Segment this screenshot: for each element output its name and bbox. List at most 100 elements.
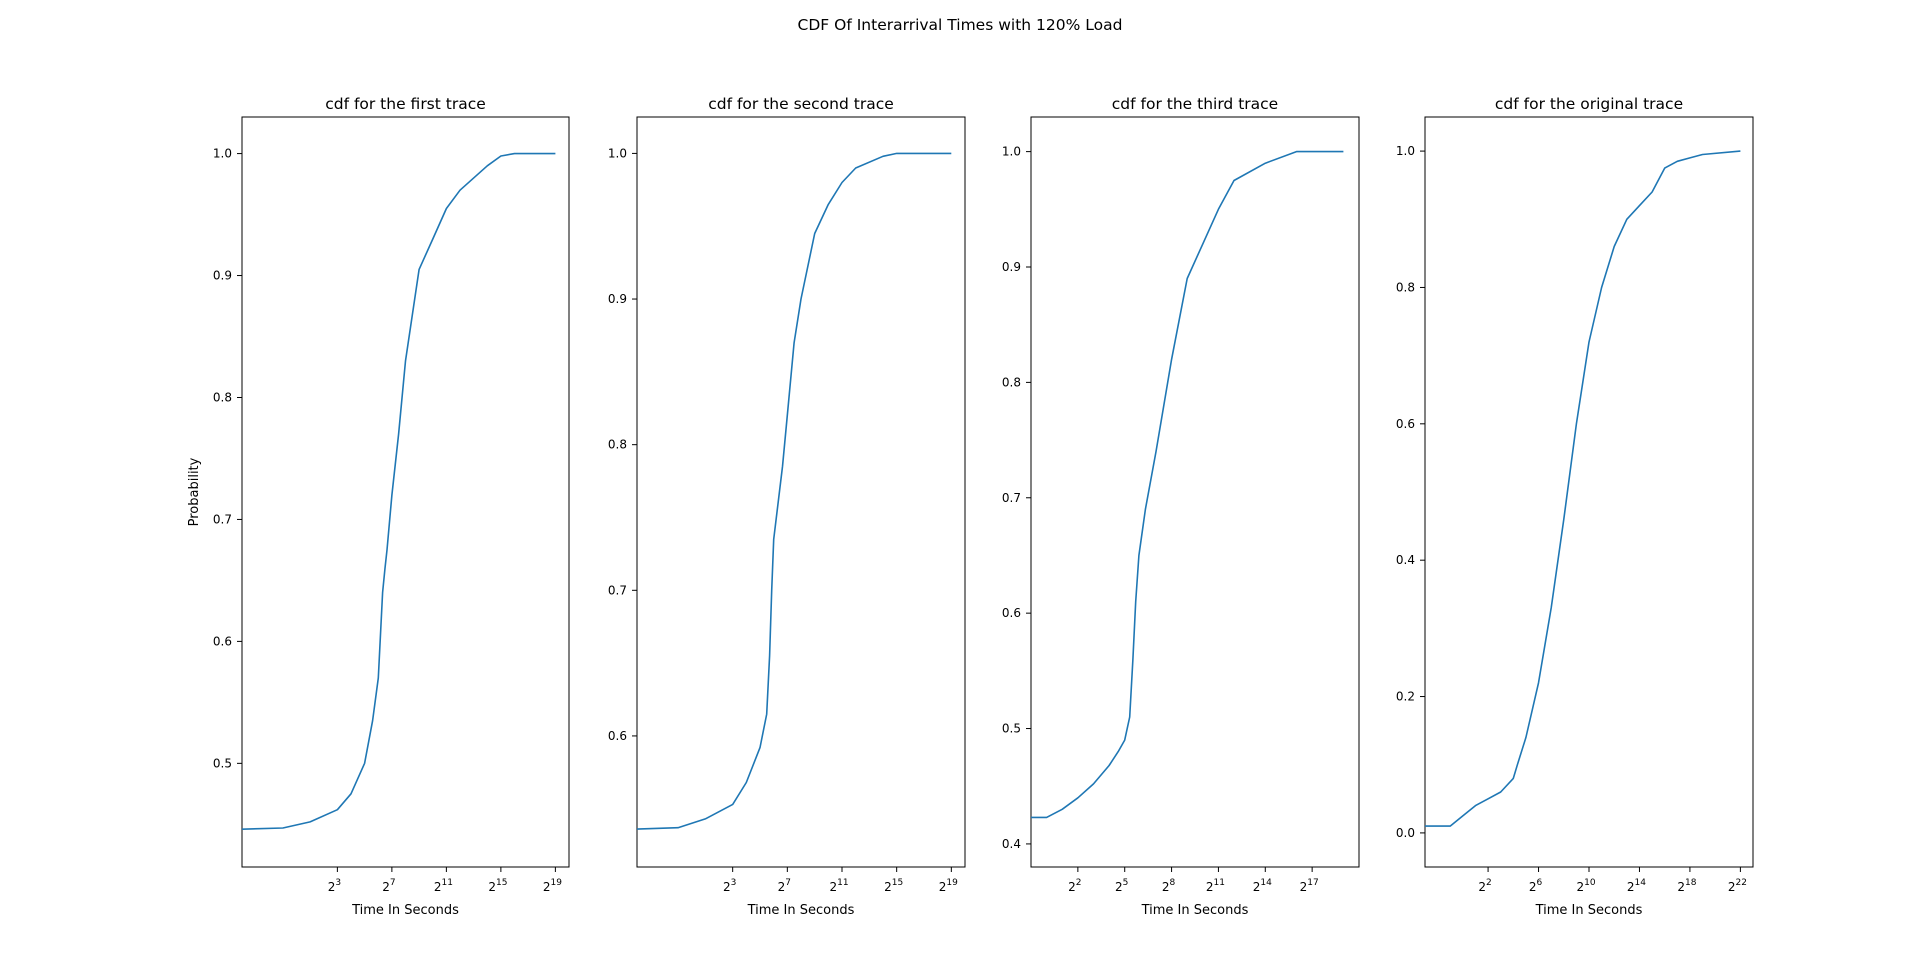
x-tick-label: 215 bbox=[488, 878, 507, 894]
y-tick-label: 0.5 bbox=[213, 756, 232, 770]
x-tick-base: 2 bbox=[1627, 880, 1635, 894]
x-tick-exponent: 14 bbox=[1260, 878, 1272, 888]
x-tick-exponent: 19 bbox=[550, 878, 562, 888]
x-tick-base: 2 bbox=[1478, 880, 1486, 894]
x-tick-base: 2 bbox=[488, 880, 496, 894]
x-tick-label: 23 bbox=[723, 878, 736, 894]
x-tick-exponent: 10 bbox=[1584, 878, 1596, 888]
cdf-series-line bbox=[1425, 150, 1741, 827]
x-tick-exponent: 7 bbox=[785, 878, 791, 888]
y-tick-label: 0.4 bbox=[1002, 837, 1021, 851]
x-tick-exponent: 6 bbox=[1536, 878, 1542, 888]
y-tick-label: 0.2 bbox=[1396, 690, 1415, 704]
y-tick-label: 0.8 bbox=[608, 438, 627, 452]
x-tick-base: 2 bbox=[328, 880, 336, 894]
x-tick-exponent: 15 bbox=[496, 878, 507, 888]
cdf-series-line bbox=[636, 152, 952, 830]
x-axis-label: Time In Seconds bbox=[747, 903, 855, 918]
x-tick-label: 219 bbox=[939, 878, 958, 894]
y-tick-label: 0.8 bbox=[1002, 375, 1021, 389]
x-tick-exponent: 11 bbox=[1214, 878, 1225, 888]
y-tick-label: 0.4 bbox=[1396, 553, 1415, 567]
x-tick-exponent: 18 bbox=[1685, 878, 1697, 888]
x-tick-base: 2 bbox=[1162, 880, 1170, 894]
x-tick-base: 2 bbox=[1068, 880, 1076, 894]
y-tick-label: 1.0 bbox=[213, 147, 232, 161]
x-tick-label: 222 bbox=[1728, 878, 1747, 894]
x-tick-exponent: 19 bbox=[946, 878, 958, 888]
x-tick-exponent: 2 bbox=[1076, 878, 1082, 888]
x-tick-base: 2 bbox=[1300, 880, 1308, 894]
x-tick-label: 27 bbox=[778, 878, 791, 894]
plot-frame bbox=[1030, 116, 1360, 868]
y-tick-label: 0.9 bbox=[1002, 260, 1021, 274]
x-tick-base: 2 bbox=[543, 880, 551, 894]
y-tick-label: 0.7 bbox=[1002, 491, 1021, 505]
x-tick-base: 2 bbox=[723, 880, 731, 894]
cdf-series-line bbox=[1031, 150, 1344, 819]
x-tick-label: 217 bbox=[1300, 878, 1319, 894]
x-tick-exponent: 22 bbox=[1735, 878, 1746, 888]
x-tick-base: 2 bbox=[1253, 880, 1261, 894]
chart-title: cdf for the original trace bbox=[1495, 95, 1683, 113]
x-tick-base: 2 bbox=[434, 880, 442, 894]
y-tick-label: 0.5 bbox=[1002, 722, 1021, 736]
x-tick-base: 2 bbox=[829, 880, 837, 894]
y-tick-label: 0.7 bbox=[608, 583, 627, 597]
x-tick-base: 2 bbox=[1677, 880, 1685, 894]
x-tick-label: 22 bbox=[1478, 878, 1491, 894]
y-tick-label: 0.6 bbox=[1002, 606, 1021, 620]
x-tick-base: 2 bbox=[1529, 880, 1537, 894]
x-tick-exponent: 8 bbox=[1170, 878, 1176, 888]
x-axis-label: Time In Seconds bbox=[1535, 903, 1643, 918]
y-tick-label: 1.0 bbox=[608, 146, 627, 160]
cdf-series-line bbox=[241, 152, 556, 830]
x-tick-label: 27 bbox=[382, 878, 395, 894]
x-tick-base: 2 bbox=[1206, 880, 1214, 894]
x-tick-exponent: 3 bbox=[731, 878, 737, 888]
chart-title: cdf for the first trace bbox=[325, 95, 486, 113]
plot-frame bbox=[241, 116, 570, 868]
y-tick-label: 0.6 bbox=[1396, 417, 1415, 431]
x-axis-label: Time In Seconds bbox=[1141, 903, 1249, 918]
x-tick-label: 219 bbox=[543, 878, 562, 894]
x-axis-label: Time In Seconds bbox=[351, 903, 459, 918]
x-tick-label: 214 bbox=[1627, 878, 1646, 894]
x-tick-label: 211 bbox=[434, 878, 453, 894]
x-tick-exponent: 5 bbox=[1123, 878, 1129, 888]
plot-frame bbox=[636, 116, 966, 868]
x-tick-label: 211 bbox=[1206, 878, 1225, 894]
figure-suptitle: CDF Of Interarrival Times with 120% Load bbox=[798, 16, 1123, 34]
x-tick-base: 2 bbox=[884, 880, 892, 894]
y-tick-label: 0.6 bbox=[213, 634, 232, 648]
x-tick-exponent: 3 bbox=[335, 878, 341, 888]
x-tick-label: 211 bbox=[829, 878, 848, 894]
plot-frame bbox=[1424, 116, 1754, 868]
x-tick-label: 218 bbox=[1677, 878, 1696, 894]
x-tick-base: 2 bbox=[1576, 880, 1584, 894]
y-tick-label: 0.9 bbox=[608, 292, 627, 306]
y-tick-label: 0.6 bbox=[608, 729, 627, 743]
x-tick-exponent: 14 bbox=[1635, 878, 1647, 888]
x-tick-exponent: 11 bbox=[441, 878, 452, 888]
x-tick-label: 25 bbox=[1115, 878, 1128, 894]
y-tick-label: 0.0 bbox=[1396, 826, 1415, 840]
x-tick-base: 2 bbox=[778, 880, 786, 894]
x-tick-exponent: 15 bbox=[892, 878, 903, 888]
y-tick-label: 1.0 bbox=[1002, 145, 1021, 159]
x-tick-label: 28 bbox=[1162, 878, 1176, 894]
x-tick-base: 2 bbox=[939, 880, 947, 894]
x-tick-label: 22 bbox=[1068, 878, 1081, 894]
x-tick-exponent: 11 bbox=[837, 878, 848, 888]
x-tick-exponent: 7 bbox=[390, 878, 396, 888]
x-tick-label: 23 bbox=[328, 878, 341, 894]
y-tick-label: 0.8 bbox=[1396, 280, 1415, 294]
x-tick-label: 214 bbox=[1253, 878, 1272, 894]
chart-title: cdf for the second trace bbox=[708, 95, 894, 113]
